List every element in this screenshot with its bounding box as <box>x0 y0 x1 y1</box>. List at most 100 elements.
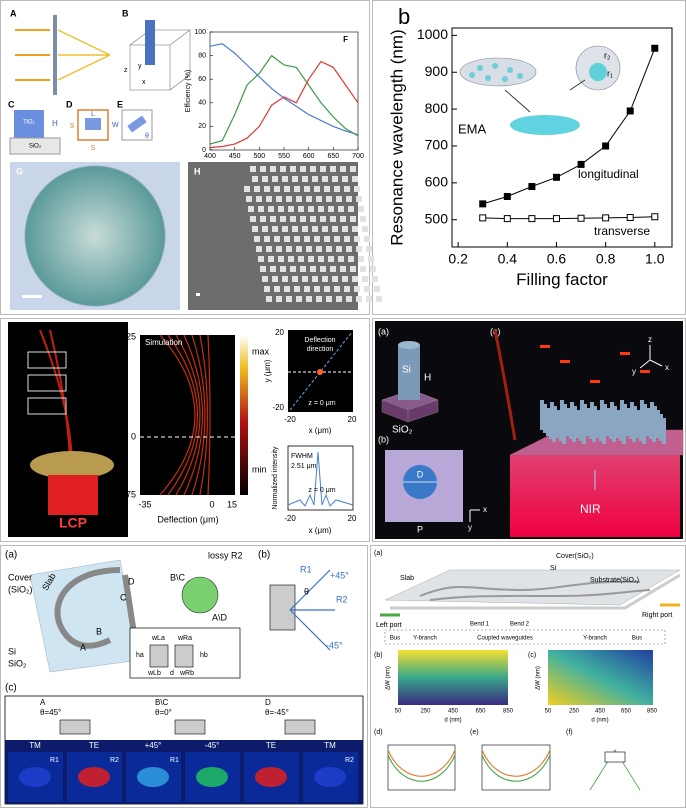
shape <box>346 196 352 202</box>
shape <box>344 286 350 292</box>
shape <box>9 137 61 155</box>
shape <box>322 176 328 182</box>
shape <box>322 276 328 282</box>
shape <box>352 276 358 282</box>
data-point <box>528 215 536 223</box>
shape <box>358 206 364 212</box>
label: (SiO₂) <box>8 584 33 594</box>
label: wRb <box>179 670 194 677</box>
label: x (μm) <box>309 426 332 435</box>
shape <box>350 166 356 172</box>
shape <box>290 216 296 222</box>
shape <box>589 412 593 439</box>
shape <box>334 286 340 292</box>
shape <box>338 256 344 262</box>
poincare-sphere <box>181 576 219 614</box>
data-point <box>602 142 610 150</box>
data-point <box>626 214 634 222</box>
shape <box>493 329 517 441</box>
shape <box>387 744 456 791</box>
inclusion <box>517 73 523 79</box>
y-tick-label: 500 <box>425 210 449 226</box>
shape <box>292 226 298 232</box>
shape <box>330 166 336 172</box>
label: z = 0 μm <box>308 487 335 494</box>
shape <box>286 196 292 202</box>
shape <box>258 206 264 212</box>
label: (b) <box>258 550 270 561</box>
shape <box>324 186 330 192</box>
lens-image <box>24 165 166 307</box>
x-tick-label: 600 <box>303 153 315 160</box>
series-label: transverse <box>594 224 650 238</box>
shape <box>562 418 566 444</box>
shape <box>274 286 280 292</box>
shape <box>326 296 332 302</box>
label: 20 <box>348 415 357 424</box>
label: ΔW (nm) <box>536 666 542 690</box>
label: B <box>96 626 102 636</box>
shape <box>48 475 98 515</box>
y-tick-label: 80 <box>198 52 206 59</box>
series-line <box>482 48 656 205</box>
label: TE <box>266 741 276 750</box>
shape <box>318 256 324 262</box>
label: d (nm) <box>591 718 608 724</box>
label: A <box>40 698 46 707</box>
shape <box>640 370 650 373</box>
shape <box>282 176 288 182</box>
annotation: r₁ <box>607 68 613 78</box>
data-point <box>651 44 659 52</box>
shape <box>620 352 630 355</box>
shape <box>549 412 553 439</box>
shape <box>340 166 346 172</box>
label: -45° <box>205 741 220 750</box>
shape <box>280 266 286 272</box>
shape <box>348 256 354 262</box>
y-tick-label: 800 <box>425 100 449 116</box>
shape <box>481 749 551 777</box>
label: θ <box>145 133 149 140</box>
data-point <box>651 213 659 221</box>
shape <box>276 196 282 202</box>
shape <box>368 256 374 262</box>
shape <box>356 246 362 252</box>
x-axis-label: Filling factor <box>516 270 608 289</box>
shape <box>384 629 666 645</box>
label: y <box>138 63 142 70</box>
shape <box>334 236 340 242</box>
label: z <box>124 67 128 74</box>
shape <box>284 236 290 242</box>
shape <box>552 416 556 442</box>
label: -35 <box>138 499 151 509</box>
y-tick-label: 900 <box>425 63 449 79</box>
label: (a) <box>378 326 389 336</box>
label: 125 <box>121 331 136 341</box>
shape <box>599 414 603 441</box>
panel-frame <box>0 318 370 542</box>
label: 0 <box>209 499 214 509</box>
shape <box>175 334 201 496</box>
shape <box>330 216 336 222</box>
label: TM <box>324 741 336 750</box>
shape <box>22 295 42 298</box>
shape <box>306 296 312 302</box>
shape <box>354 236 360 242</box>
shape <box>174 719 206 735</box>
label: Simulation <box>145 338 182 347</box>
shape <box>510 455 680 537</box>
label: (b) <box>378 434 389 444</box>
shape <box>288 256 294 262</box>
shape <box>250 166 256 172</box>
shape <box>264 186 270 192</box>
shape <box>352 226 358 232</box>
shape <box>356 196 362 202</box>
shape <box>314 236 320 242</box>
shape <box>128 29 192 91</box>
shape <box>314 286 320 292</box>
label: θ=45° <box>40 708 61 717</box>
shape <box>356 296 362 302</box>
shape <box>274 236 280 242</box>
label: S <box>91 145 96 152</box>
shape <box>504 79 586 113</box>
